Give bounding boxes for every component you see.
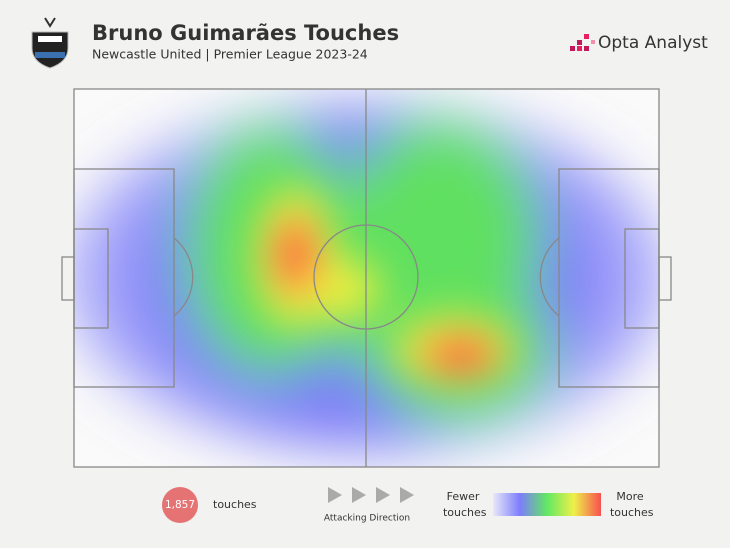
direction-arrows xyxy=(328,487,414,503)
pitch-lines xyxy=(61,88,672,468)
direction-label: Attacking Direction xyxy=(324,514,410,524)
brand-logo xyxy=(570,34,595,51)
legend-low: Fewer touches xyxy=(439,490,486,519)
touches-badge xyxy=(162,487,198,523)
touches-count: 1,857 xyxy=(165,499,195,511)
legend-high: More touches xyxy=(606,490,653,519)
touches-label: touches xyxy=(213,498,257,511)
brand: Opta Analyst xyxy=(598,33,708,53)
subtitle: Newcastle United | Premier League 2023-2… xyxy=(92,47,368,62)
legend-gradient xyxy=(493,493,601,516)
club-crest xyxy=(31,17,69,69)
title: Bruno Guimarães Touches xyxy=(92,21,399,45)
